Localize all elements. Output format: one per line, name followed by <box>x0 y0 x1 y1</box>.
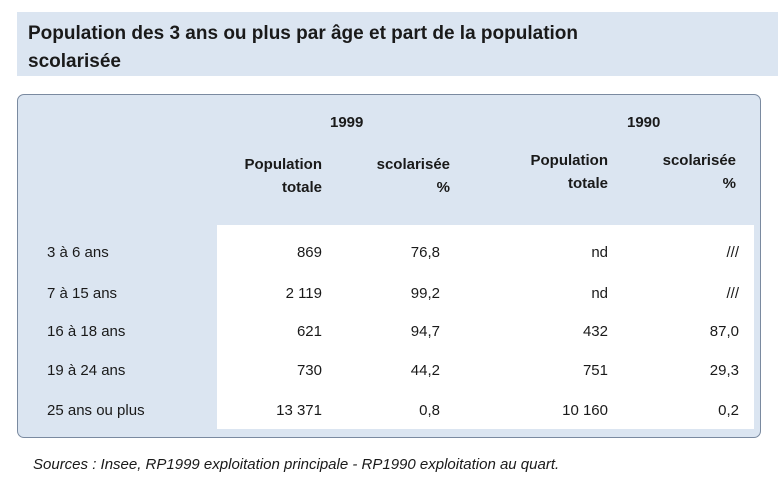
col-header-pop-1990-line2: totale <box>567 175 608 192</box>
col-header-pop-1999-line1: Population <box>244 156 323 173</box>
cell-pop-1990: 432 <box>582 323 608 340</box>
col-header-pop-1990-line1: Population <box>530 152 609 169</box>
col-header-scol-1999-line2: % <box>436 179 450 196</box>
col-header-pop-1999: Population totale <box>222 153 323 199</box>
col-header-scol-1999-line1: scolarisée <box>376 156 450 173</box>
cell-scol-1990: 29,3 <box>709 362 739 379</box>
cell-scol-1999: 99,2 <box>410 285 440 302</box>
source-note: Sources : Insee, RP1999 exploitation pri… <box>33 456 560 473</box>
col-header-pop-1999-line2: totale <box>281 179 322 196</box>
cell-scol-1999: 0,8 <box>419 402 440 419</box>
cell-pop-1990: 751 <box>582 362 608 379</box>
cell-pop-1999: 13 371 <box>276 402 322 419</box>
year-1990-header: 1990 <box>627 114 661 131</box>
cell-pop-1999: 2 119 <box>285 285 322 302</box>
cell-pop-1990: 10 160 <box>562 402 608 419</box>
table-body-background <box>217 225 754 429</box>
row-age-label: 19 à 24 ans <box>47 362 126 379</box>
cell-scol-1999: 76,8 <box>410 244 440 261</box>
col-header-pop-1990: Population totale <box>508 149 609 195</box>
col-header-scol-1990-line2: % <box>722 175 736 192</box>
col-header-scol-1999: scolarisée % <box>350 153 450 199</box>
row-age-label: 7 à 15 ans <box>47 285 118 302</box>
cell-scol-1990: 87,0 <box>709 323 739 340</box>
cell-scol-1990: /// <box>726 285 739 302</box>
table-title: Population des 3 ans ou plus par âge et … <box>28 23 579 72</box>
cell-scol-1990: /// <box>726 244 739 261</box>
cell-pop-1999: 869 <box>296 244 322 261</box>
col-header-scol-1990: scolarisée % <box>636 149 736 195</box>
cell-pop-1999: 621 <box>296 323 322 340</box>
cell-pop-1990: nd <box>591 244 608 261</box>
cell-scol-1990: 0,2 <box>718 402 739 419</box>
cell-pop-1990: nd <box>591 285 608 302</box>
col-header-scol-1990-line1: scolarisée <box>662 152 736 169</box>
row-age-label: 25 ans ou plus <box>47 402 145 419</box>
row-age-label: 16 à 18 ans <box>47 323 126 340</box>
cell-scol-1999: 44,2 <box>410 362 440 379</box>
title-band: Population des 3 ans ou plus par âge et … <box>17 12 778 76</box>
cell-pop-1999: 730 <box>296 362 322 379</box>
cell-scol-1999: 94,7 <box>410 323 440 340</box>
row-age-label: 3 à 6 ans <box>47 244 109 261</box>
year-1999-header: 1999 <box>330 114 364 131</box>
